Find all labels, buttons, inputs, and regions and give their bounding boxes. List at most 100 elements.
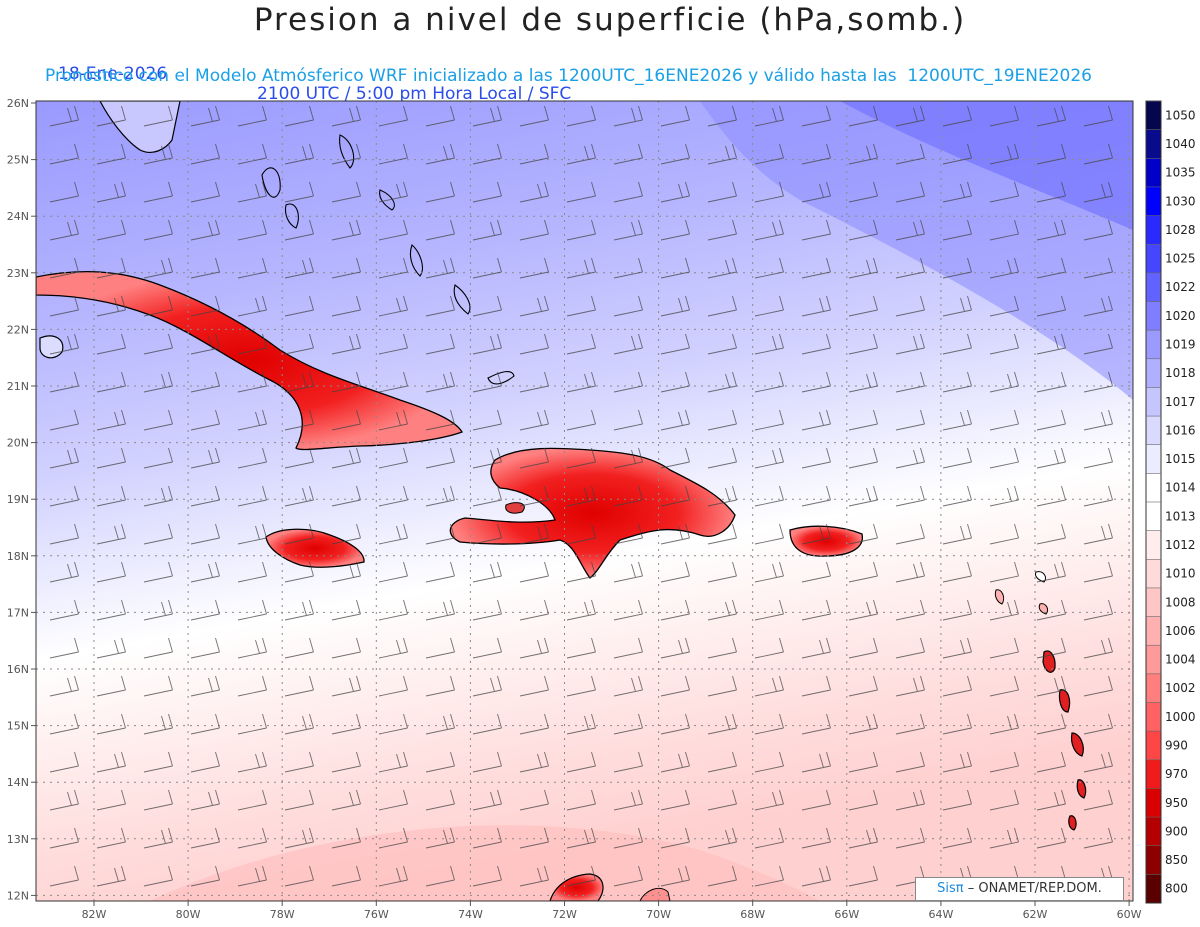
lat-label: 23N <box>7 267 29 280</box>
credit-org: – ONAMET/REP.DOM. <box>967 881 1102 896</box>
colorbar-label: 1019 <box>1165 337 1196 351</box>
colorbar-label: 1002 <box>1165 681 1196 695</box>
colorbar-label: 970 <box>1165 767 1188 781</box>
colorbar-swatch <box>1146 702 1161 732</box>
colorbar-swatch <box>1146 473 1161 503</box>
florida-peninsula <box>99 101 181 153</box>
colorbar-label: 900 <box>1165 824 1188 838</box>
colorbar-swatch <box>1146 874 1161 904</box>
lat-label: 21N <box>7 380 29 393</box>
colorbar-label: 1028 <box>1165 223 1196 237</box>
colorbar-label: 990 <box>1165 738 1188 752</box>
map-title: Presion a nivel de superficie (hPa,somb.… <box>253 2 967 38</box>
lon-label: 70W <box>646 908 671 921</box>
colorbar-swatch <box>1146 301 1161 331</box>
colorbar-label: 1016 <box>1165 423 1196 437</box>
lat-label: 25N <box>7 154 29 167</box>
lon-label: 66W <box>834 908 859 921</box>
hispaniola-island <box>449 447 736 579</box>
lon-label: 82W <box>82 908 107 921</box>
lat-label: 14N <box>7 776 29 789</box>
colorbar-swatch <box>1146 559 1161 589</box>
lon-label: 68W <box>740 908 765 921</box>
colorbar-label: 850 <box>1165 853 1188 867</box>
longitude-labels: 82W 80W 78W 76W 74W 72W 70W 68W 66W 64W 62W 60W <box>82 901 1142 921</box>
colorbar-swatch <box>1146 158 1161 188</box>
model-note: Pronóstico con el Modelo Atmósferico WRF… <box>45 66 1092 86</box>
colorbar-label: 1013 <box>1165 509 1196 523</box>
colorbar-label: 1050 <box>1165 108 1196 122</box>
colorbar-label: 1020 <box>1165 309 1196 323</box>
colorbar-swatch <box>1146 788 1161 818</box>
pressure-colorbar: 1050 1040 1035 1030 1028 1025 1022 1020 1019 1018… <box>1145 100 1196 904</box>
colorbar-swatch <box>1146 502 1161 532</box>
colorbar-swatch <box>1146 215 1161 245</box>
lon-label: 74W <box>458 908 483 921</box>
colorbar-label: 1018 <box>1165 366 1196 380</box>
colorbar-swatch <box>1146 244 1161 274</box>
wind-barbs <box>49 105 1113 887</box>
credit-box: Sisπ – ONAMET/REP.DOM. <box>915 877 1124 901</box>
lat-label: 20N <box>7 437 29 450</box>
colorbar-label: 1010 <box>1165 567 1196 581</box>
colorbar-swatch <box>1146 645 1161 675</box>
lat-label: 24N <box>7 210 29 223</box>
colorbar-swatch <box>1146 129 1161 159</box>
cuba-island <box>36 270 463 451</box>
low-pressure-area <box>150 825 820 901</box>
lon-label: 76W <box>364 908 389 921</box>
colorbar-label: 1040 <box>1165 137 1196 151</box>
colorbar-swatch <box>1146 530 1161 560</box>
jamaica-island <box>265 528 365 568</box>
lat-label: 13N <box>7 833 29 846</box>
lon-label: 78W <box>270 908 295 921</box>
colorbar-swatch <box>1146 444 1161 474</box>
colorbar-swatch <box>1146 845 1161 875</box>
south-america-coast <box>549 873 604 901</box>
colorbar-label: 800 <box>1165 882 1188 896</box>
colorbar-swatch <box>1146 330 1161 360</box>
lon-label: 80W <box>176 908 201 921</box>
lat-label: 12N <box>7 889 29 902</box>
colorbar-swatch <box>1146 587 1161 618</box>
colorbar-label: 950 <box>1165 796 1188 810</box>
colorbar-swatch <box>1146 673 1161 703</box>
credit-logo: Sisπ <box>937 881 964 896</box>
lat-label: 22N <box>7 323 29 336</box>
forecast-time: 2100 UTC / 5:00 pm Hora Local / SFC <box>257 84 572 104</box>
colorbar-swatch <box>1146 416 1161 446</box>
colorbar-label: 1008 <box>1165 595 1196 609</box>
colorbar-label: 1017 <box>1165 395 1196 409</box>
colorbar-swatch <box>1146 101 1161 131</box>
lon-label: 62W <box>1023 908 1048 921</box>
colorbar-label: 1000 <box>1165 710 1196 724</box>
lon-label: 72W <box>552 908 577 921</box>
colorbar-label: 1015 <box>1165 452 1196 466</box>
colorbar-label: 1004 <box>1165 653 1196 667</box>
colorbar-swatch <box>1146 272 1161 302</box>
colorbar-label: 1012 <box>1165 538 1196 552</box>
colorbar-swatch <box>1146 358 1161 388</box>
lat-label: 17N <box>7 606 29 619</box>
colorbar-swatch <box>1146 387 1161 417</box>
colorbar-swatch <box>1146 759 1161 789</box>
colorbar-swatch <box>1146 817 1161 847</box>
colorbar-swatch <box>1146 616 1161 646</box>
forecast-date: 18-Ene-2026 <box>58 64 168 84</box>
latitude-labels: 26N 25N 24N 23N 22N 21N 20N 19N 18N 17N 16N 15N 14N 1… <box>7 97 36 902</box>
colorbar-label: 1035 <box>1165 166 1196 180</box>
lat-label: 16N <box>7 663 29 676</box>
lat-label: 26N <box>7 97 29 110</box>
puerto-rico-island <box>789 525 863 557</box>
colorbar-swatch <box>1146 186 1161 217</box>
lat-label: 15N <box>7 720 29 733</box>
lon-label: 60W <box>1117 908 1142 921</box>
colorbar-label: 1030 <box>1165 194 1196 208</box>
valid-time-line: 18-Ene-2026 2100 UTC / 5:00 pm Hora Loca… <box>0 44 571 104</box>
colorbar-label: 1006 <box>1165 624 1196 638</box>
colorbar-swatch <box>1146 731 1161 761</box>
map-frame <box>35 100 1134 902</box>
lat-label: 18N <box>7 550 29 563</box>
colorbar-label: 1025 <box>1165 252 1196 266</box>
